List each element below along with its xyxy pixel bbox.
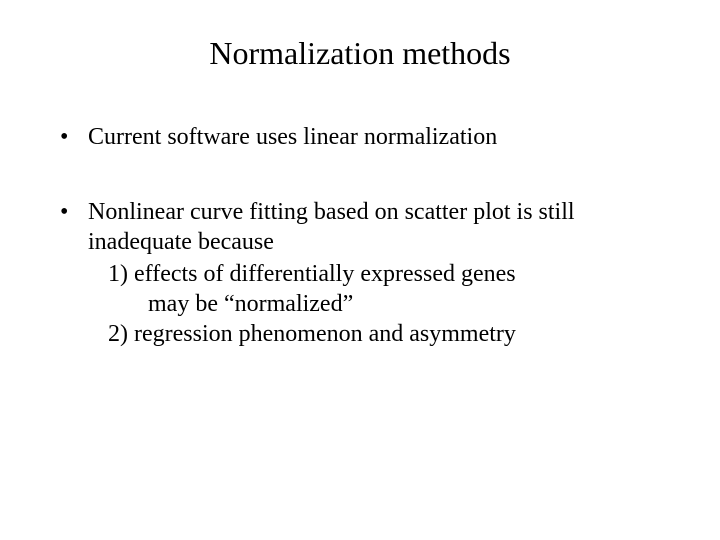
sub-list: 1) effects of differentially expressed g… <box>88 259 680 349</box>
sub-item-1-line1: 1) effects of differentially expressed g… <box>108 261 516 287</box>
bullet-item-1: Current software uses linear normalizati… <box>60 122 680 152</box>
sub-item-1-line2: may be “normalized” <box>148 291 353 317</box>
sub-item-1-indent: may be “normalized” <box>108 289 680 319</box>
bullet-text-1: Current software uses linear normalizati… <box>88 124 497 150</box>
bullet-list: Current software uses linear normalizati… <box>40 122 680 349</box>
bullet-text-2-line1: Nonlinear curve fitting based on scatter… <box>88 199 575 225</box>
slide-title: Normalization methods <box>40 35 680 72</box>
sub-item-2: 2) regression phenomenon and asymmetry <box>108 319 680 349</box>
bullet-text-2-line2: inadequate because <box>88 229 274 255</box>
sub-item-1: 1) effects of differentially expressed g… <box>108 259 680 289</box>
sub-item-2-text: 2) regression phenomenon and asymmetry <box>108 321 516 347</box>
bullet-item-2: Nonlinear curve fitting based on scatter… <box>60 197 680 349</box>
